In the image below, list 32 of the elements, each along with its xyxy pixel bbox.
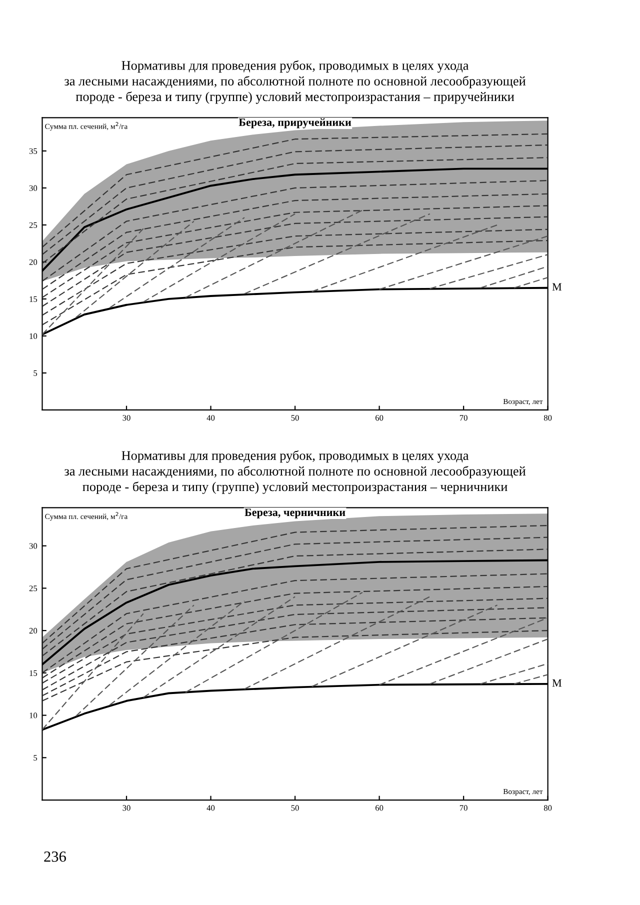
- y-tick-label: 5: [34, 370, 38, 376]
- x-tick-label: 60: [376, 805, 384, 811]
- y-tick-label: 25: [29, 222, 38, 228]
- chart-title: Нормативы для проведения рубок, проводимых в целях ухода за лесными насаждениями, по абсолютной полноте по основной лесообразующей породе - береза и типу (группе) условий местопроизрастания – приручейники: [64, 60, 526, 104]
- x-tick-label: 70: [460, 805, 468, 811]
- y-tick-label: 30: [29, 185, 38, 191]
- y-tick-label: 20: [29, 628, 38, 634]
- y-tick-label: 10: [30, 712, 38, 718]
- chart-subtitle: Береза, приручейники: [238, 118, 352, 128]
- x-tick-label: 50: [291, 805, 299, 811]
- x-tick-label: 30: [122, 415, 130, 421]
- x-tick-label: 40: [206, 805, 215, 811]
- text: 236: [44, 851, 66, 862]
- x-tick-label: 80: [544, 415, 552, 421]
- series-label: M: [552, 679, 562, 687]
- y-tick-label: 30: [29, 543, 38, 549]
- y-tick-label: 15: [30, 670, 38, 676]
- x-tick-label: 80: [544, 805, 552, 811]
- y-tick-label: 10: [30, 333, 38, 339]
- series-label: M: [552, 283, 562, 291]
- x-tick-label: 70: [460, 415, 468, 421]
- x-tick-label: 60: [376, 415, 384, 421]
- y-tick-label: 35: [29, 148, 38, 154]
- x-tick-label: 30: [122, 805, 130, 811]
- y-tick-label: 5: [34, 755, 38, 761]
- chart-title: Нормативы для проведения рубок, проводимых в целях ухода за лесными насаждениями, по абсолютной полноте по основной лесообразующей породе - береза и типу (группе) условий местопроизрастания – черничники: [64, 450, 526, 494]
- y-tick-label: 20: [29, 259, 38, 265]
- y-tick-label: 15: [30, 296, 38, 302]
- x-tick-label: 40: [206, 415, 215, 421]
- y-tick-label: 25: [29, 586, 38, 592]
- chart-subtitle: Береза, черничники: [244, 508, 346, 518]
- x-tick-label: 50: [291, 415, 299, 421]
